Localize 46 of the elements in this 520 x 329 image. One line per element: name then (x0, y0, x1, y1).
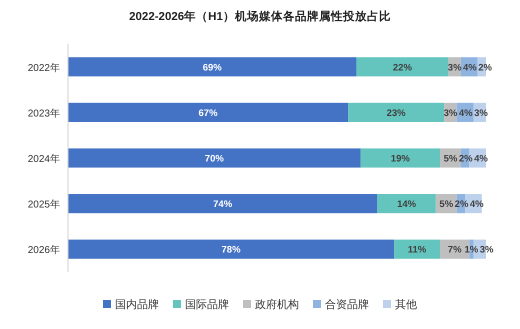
y-tick-label: 2023年 (28, 107, 60, 120)
data-label: 23% (386, 108, 406, 119)
data-label: 4% (470, 199, 484, 210)
data-label: 3% (448, 62, 462, 74)
legend-label: 合资品牌 (325, 298, 369, 311)
data-label: 78% (222, 244, 241, 256)
data-label: 2% (478, 62, 492, 74)
y-tick-label: 2026年 (28, 244, 60, 256)
legend-label: 政府机构 (255, 298, 299, 311)
legend-label: 国际品牌 (185, 299, 229, 311)
bar (394, 240, 440, 259)
data-label: 69% (202, 62, 222, 74)
bar (68, 57, 356, 76)
legend-label: 国内品牌 (115, 298, 159, 311)
data-label: 3% (474, 108, 488, 119)
data-label: 14% (397, 199, 416, 210)
y-tick-label: 2025年 (28, 198, 60, 211)
y-tick-label: 2022年 (28, 62, 60, 74)
data-label: 11% (408, 244, 426, 256)
y-tick-label: 2024年 (28, 153, 60, 165)
data-label: 70% (204, 154, 224, 164)
data-label: 4% (474, 154, 488, 164)
data-label: 3% (444, 108, 458, 119)
data-label: 3% (480, 244, 494, 256)
data-label: 7% (448, 244, 462, 256)
data-label: 5% (439, 199, 454, 210)
data-label: 22% (392, 62, 412, 74)
data-label: 2% (454, 199, 468, 210)
bar (356, 57, 448, 76)
data-label: 4% (463, 62, 477, 74)
data-label: 1% (464, 244, 478, 256)
bar (348, 102, 444, 122)
bar (377, 194, 436, 214)
data-label: 5% (444, 154, 458, 164)
bar (360, 148, 440, 168)
legend-label: 其他 (395, 298, 417, 311)
data-label: 67% (198, 108, 218, 119)
data-label: 2% (458, 154, 473, 164)
data-label: 4% (458, 108, 473, 119)
bar (68, 102, 348, 122)
data-label: 74% (213, 199, 232, 210)
bar (68, 240, 394, 259)
bar (68, 194, 378, 214)
data-label: 19% (390, 154, 410, 164)
bar (68, 148, 361, 168)
chart-title: 2022-2026年（H1）机场媒体各品牌属性投放占比 (129, 9, 391, 23)
